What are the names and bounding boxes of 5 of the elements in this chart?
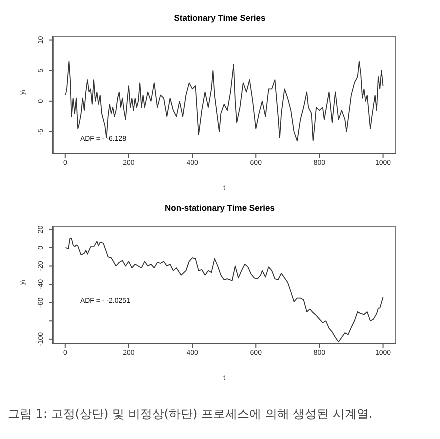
caption: 그림 1: 고정(상단) 및 비정상(하단) 프로세스에 의해 생성된 시계열. [8, 406, 374, 423]
line-series [65, 61, 384, 142]
chart-title: Non-stationary Time Series [164, 202, 276, 215]
line-series [65, 238, 384, 343]
chart-title: Stationary Time Series [173, 12, 267, 25]
